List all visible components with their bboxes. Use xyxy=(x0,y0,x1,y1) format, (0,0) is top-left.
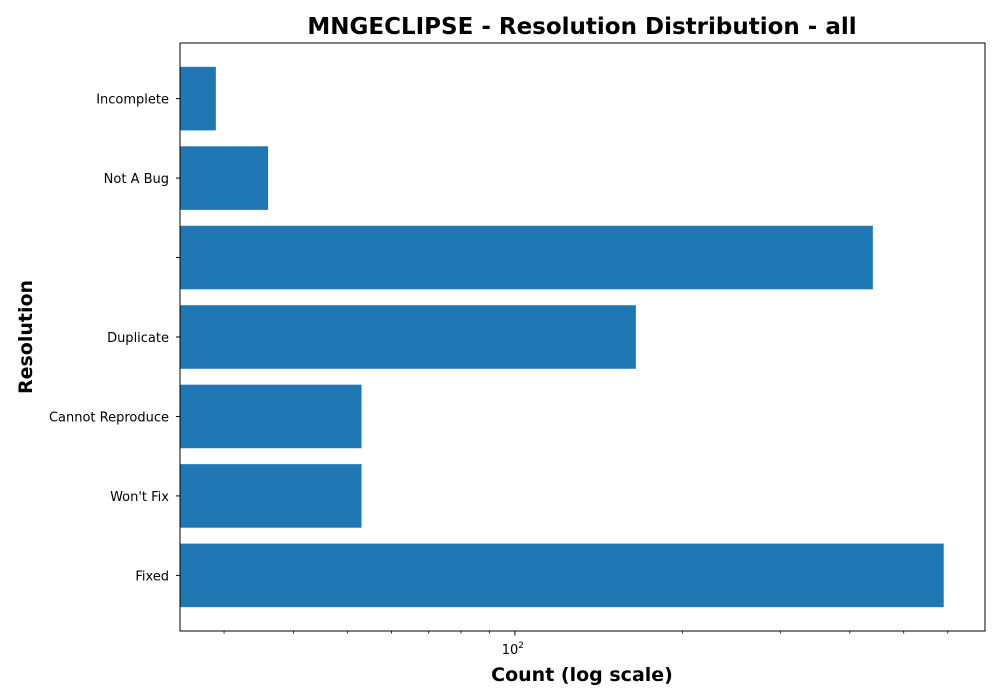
x-axis-ticks: 102 xyxy=(223,631,949,658)
y-tick-label-2: Cannot Reproduce xyxy=(49,410,169,425)
bar-5 xyxy=(180,146,269,210)
y-tick-label-0: Fixed xyxy=(135,569,169,584)
chart-title: MNGECLIPSE - Resolution Distribution - a… xyxy=(307,14,856,40)
bar-0 xyxy=(180,543,944,608)
x-tick-label-base: 10 xyxy=(502,643,519,658)
y-tick-label-3: Duplicate xyxy=(107,331,169,346)
bar-6 xyxy=(180,66,216,131)
bar-2 xyxy=(180,384,362,449)
plot-area-frame xyxy=(179,42,986,632)
x-tick-label-exponent: 2 xyxy=(518,641,524,651)
bar-3 xyxy=(180,305,636,369)
bar-4 xyxy=(180,225,873,290)
y-axis-ticks: Fixed Won't Fix Cannot Reproduce Duplicate N… xyxy=(49,93,180,584)
x-axis-title: Count (log scale) xyxy=(491,664,673,686)
bar-1 xyxy=(180,464,362,528)
x-tick-label-0: 102 xyxy=(502,641,524,658)
y-axis-title: Resolution xyxy=(15,280,37,394)
y-tick-label-1: Won't Fix xyxy=(110,490,169,505)
bars-group xyxy=(180,66,944,608)
y-tick-label-5: Not A Bug xyxy=(104,172,169,187)
y-tick-label-6: Incomplete xyxy=(96,93,169,108)
